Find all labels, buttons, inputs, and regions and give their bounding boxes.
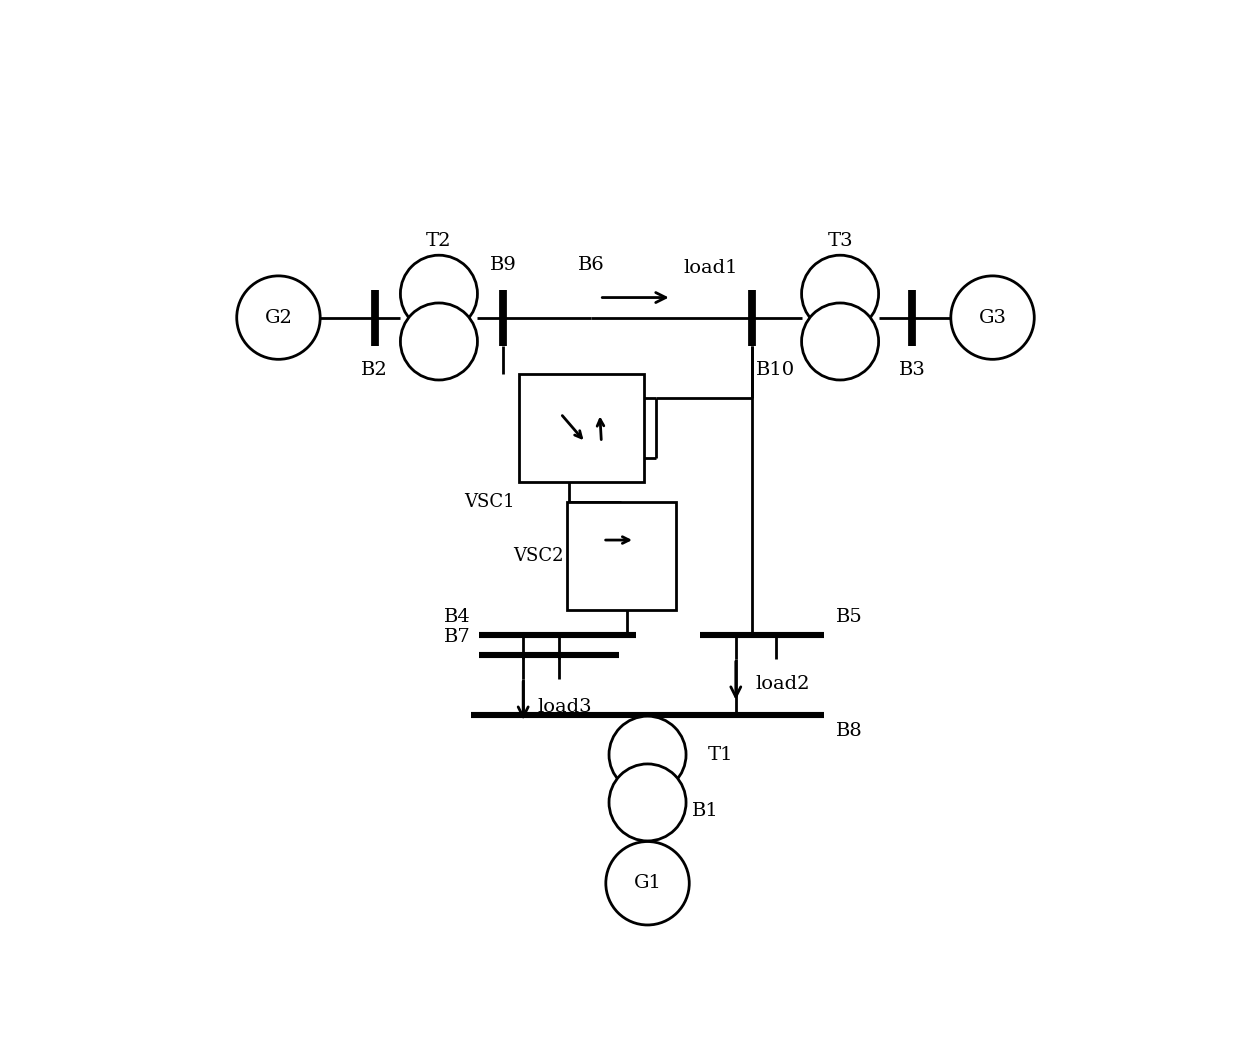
Circle shape — [401, 255, 477, 332]
Circle shape — [951, 276, 1034, 359]
Text: B10: B10 — [756, 361, 795, 378]
Text: B1: B1 — [692, 802, 718, 820]
Circle shape — [609, 764, 686, 841]
Text: VSC1: VSC1 — [465, 493, 515, 512]
Text: T3: T3 — [827, 232, 853, 250]
Circle shape — [606, 842, 689, 925]
Text: T1: T1 — [708, 746, 733, 764]
Bar — [520, 374, 644, 482]
Text: B8: B8 — [836, 722, 863, 740]
Bar — [568, 502, 676, 611]
Circle shape — [801, 303, 879, 380]
Text: G1: G1 — [634, 874, 661, 892]
Text: load3: load3 — [538, 698, 593, 716]
Text: load1: load1 — [683, 258, 738, 277]
Text: G2: G2 — [264, 308, 293, 326]
Circle shape — [237, 276, 320, 359]
Text: load2: load2 — [756, 675, 811, 693]
Text: B7: B7 — [444, 628, 471, 646]
Text: B2: B2 — [361, 361, 388, 378]
Text: T2: T2 — [427, 232, 451, 250]
Text: VSC2: VSC2 — [513, 547, 563, 566]
Text: G3: G3 — [978, 308, 1007, 326]
Text: B9: B9 — [490, 256, 517, 274]
Circle shape — [609, 716, 686, 793]
Circle shape — [801, 255, 879, 332]
Circle shape — [401, 303, 477, 380]
Text: B6: B6 — [578, 256, 605, 274]
Text: B3: B3 — [899, 361, 926, 378]
Text: B4: B4 — [444, 607, 471, 626]
Text: B5: B5 — [836, 607, 863, 626]
